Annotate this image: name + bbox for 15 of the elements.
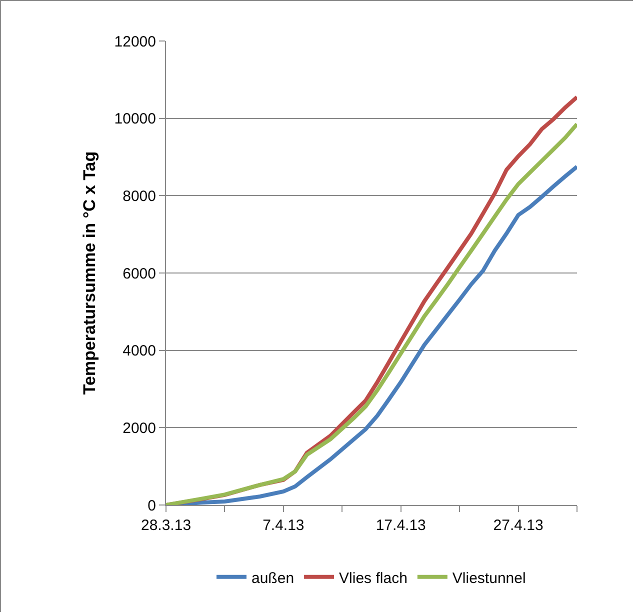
legend-label: außen — [252, 570, 294, 587]
y-tick-label: 0 — [148, 497, 156, 514]
y-tick-label: 2000 — [122, 420, 156, 437]
x-tick-label: 28.3.13 — [140, 517, 192, 534]
legend-label: Vlies flach — [339, 570, 408, 587]
y-tick-label: 8000 — [122, 188, 156, 205]
y-tick-label: 10000 — [114, 110, 156, 128]
y-tick-label: 12000 — [114, 33, 156, 50]
y-tick-label: 6000 — [122, 265, 156, 282]
x-tick-label: 7.4.13 — [262, 517, 304, 534]
y-tick-label: 4000 — [122, 342, 156, 360]
legend-label: Vliestunnel — [452, 570, 526, 587]
x-tick-label: 27.4.13 — [493, 517, 544, 534]
x-tick-label: 17.4.13 — [376, 517, 426, 534]
y-axis-title: Temperatursumme in °C x Tag — [80, 151, 99, 395]
